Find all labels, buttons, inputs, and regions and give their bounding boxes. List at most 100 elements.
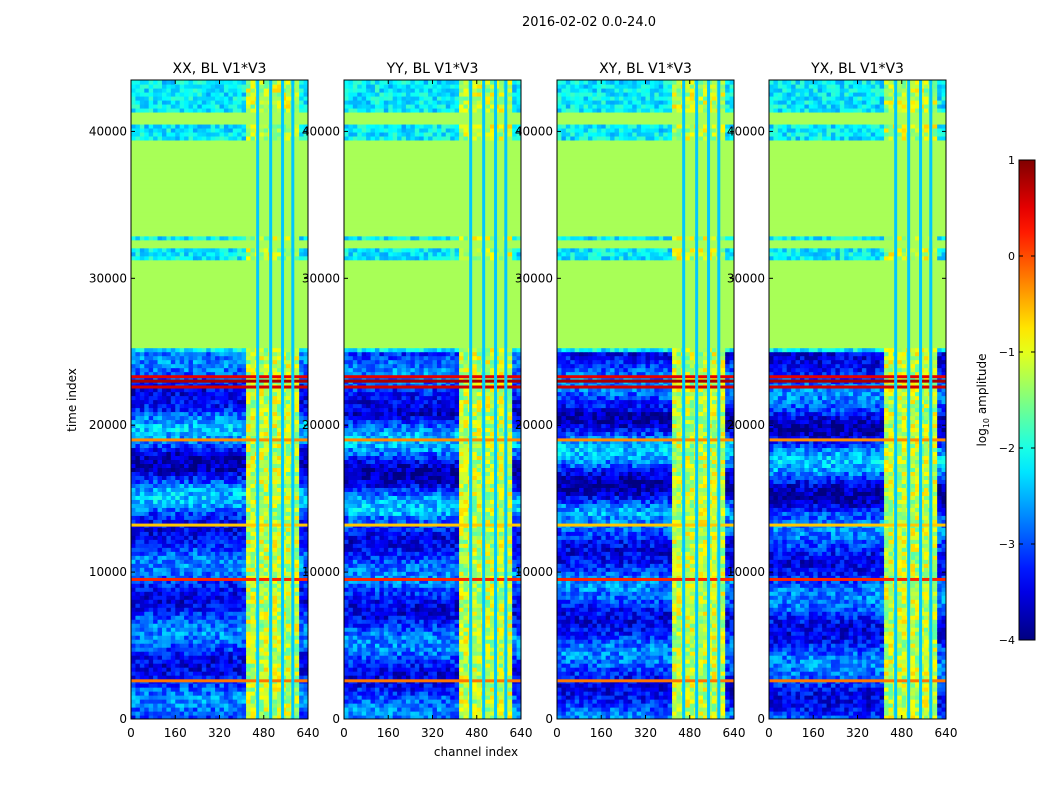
heatmap-cell — [392, 675, 398, 680]
heatmap-cell — [237, 107, 243, 113]
heatmap-cell — [144, 431, 150, 437]
heatmap-cell — [135, 479, 141, 484]
heatmap-cell — [201, 419, 207, 425]
heatmap-cell — [219, 475, 225, 480]
heatmap-cell — [197, 80, 203, 85]
heatmap-cell — [294, 511, 300, 516]
heatmap-cell — [361, 703, 367, 708]
heatmap-cell — [357, 687, 363, 692]
heatmap-cell — [392, 663, 398, 668]
heatmap-cell — [272, 615, 278, 620]
heatmap-cell — [219, 367, 225, 373]
heatmap-cell — [228, 643, 234, 648]
heatmap-cell — [223, 395, 229, 401]
heatmap-cell — [166, 123, 172, 129]
heatmap-cell — [241, 475, 247, 480]
heatmap-cell — [192, 351, 198, 357]
heatmap-cell — [228, 591, 234, 596]
heatmap-cell — [157, 431, 163, 437]
heatmap-cell — [206, 639, 212, 644]
heatmap-cell — [175, 591, 181, 596]
heatmap-cell — [463, 675, 469, 680]
heatmap-cell — [294, 667, 300, 672]
heatmap-cell — [210, 247, 216, 253]
heatmap-cell — [153, 531, 159, 536]
heatmap-cell — [192, 711, 198, 716]
heatmap-cell — [175, 551, 181, 556]
heatmap-cell — [357, 715, 363, 719]
heatmap-cell — [259, 627, 265, 632]
heatmap-cell — [410, 675, 416, 680]
heatmap-cell — [299, 419, 305, 425]
heatmap-cell — [223, 543, 229, 548]
heatmap-cell — [516, 703, 521, 708]
heatmap-cell — [272, 459, 278, 464]
heatmap-cell — [250, 687, 256, 692]
heatmap-cell — [277, 415, 283, 421]
heatmap-cell — [144, 103, 150, 109]
heatmap-cell — [294, 423, 300, 429]
heatmap-cell — [277, 491, 283, 496]
heatmap-cell — [263, 455, 269, 461]
heatmap-cell — [184, 475, 190, 480]
heatmap-cell — [259, 479, 265, 484]
heatmap-cell — [361, 699, 367, 704]
heatmap-cell — [144, 515, 150, 520]
heatmap-cell — [277, 255, 283, 261]
heatmap-cell — [370, 703, 376, 708]
heatmap-cell — [303, 403, 308, 409]
heatmap-cell — [188, 371, 194, 377]
heatmap-cell — [388, 667, 394, 672]
heatmap-cell — [241, 95, 247, 101]
heatmap-cell — [237, 87, 243, 93]
heatmap-cell — [131, 435, 137, 441]
heatmap-cell — [272, 687, 278, 692]
heatmap-cell — [161, 355, 167, 361]
heatmap-cell — [237, 83, 243, 89]
flagged-block — [131, 115, 308, 121]
heatmap-cell — [361, 683, 367, 688]
heatmap-cell — [135, 527, 141, 532]
heatmap-cell — [303, 255, 308, 261]
heatmap-cell — [175, 711, 181, 716]
heatmap-cell — [259, 715, 265, 719]
heatmap-cell — [272, 559, 278, 564]
heatmap-cell — [135, 347, 141, 353]
heatmap-cell — [192, 355, 198, 361]
heatmap-cell — [192, 419, 198, 425]
heatmap-cell — [277, 703, 283, 708]
heatmap-cell — [184, 619, 190, 624]
heatmap-cell — [294, 395, 300, 401]
heatmap-cell — [131, 519, 137, 524]
heatmap-cell — [139, 559, 145, 564]
heatmap-cell — [215, 707, 221, 712]
heatmap-cell — [201, 447, 207, 453]
heatmap-cell — [272, 415, 278, 421]
heatmap-cell — [237, 435, 243, 441]
heatmap-cell — [179, 251, 185, 257]
heatmap-cell — [210, 403, 216, 409]
heatmap-cell — [201, 651, 207, 656]
heatmap-cell — [139, 419, 145, 425]
heatmap-cell — [197, 415, 203, 421]
heatmap-cell — [210, 563, 216, 568]
heatmap-cell — [148, 563, 154, 568]
heatmap-cell — [388, 711, 394, 716]
heatmap-cell — [201, 495, 207, 500]
heatmap-cell — [423, 707, 429, 712]
heatmap-cell — [259, 543, 265, 548]
heatmap-cell — [153, 623, 159, 628]
heatmap-cell — [135, 447, 141, 453]
heatmap-cell — [277, 471, 283, 476]
heatmap-cell — [188, 563, 194, 568]
heatmap-cell — [370, 687, 376, 692]
heatmap-cell — [139, 495, 145, 500]
heatmap-cell — [144, 615, 150, 620]
heatmap-cell — [219, 531, 225, 536]
heatmap-cell — [170, 135, 176, 141]
heatmap-cell — [250, 127, 256, 133]
heatmap-cell — [148, 483, 154, 488]
heatmap-cell — [223, 643, 229, 648]
heatmap-cell — [250, 619, 256, 624]
heatmap-cell — [250, 99, 256, 105]
